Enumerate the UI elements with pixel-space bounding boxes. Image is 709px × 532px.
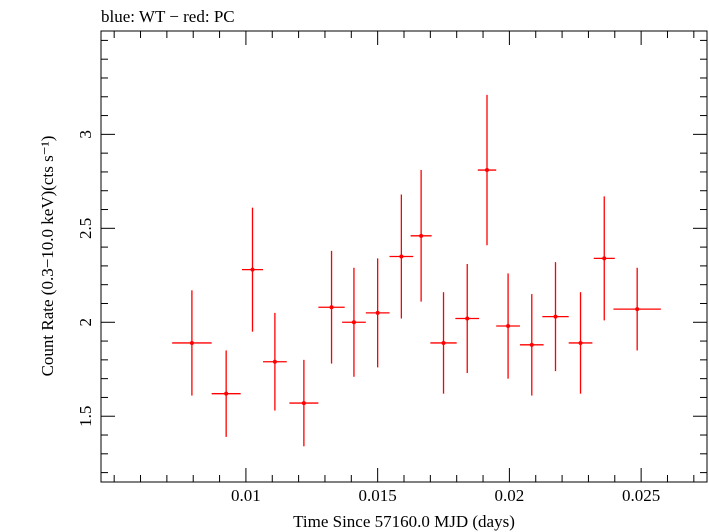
data-point <box>263 312 287 411</box>
data-marker <box>272 359 277 364</box>
data-marker <box>399 254 404 259</box>
data-marker <box>578 340 583 345</box>
data-marker <box>250 267 255 272</box>
data-point <box>568 292 593 394</box>
data-point <box>496 273 520 379</box>
data-point <box>542 262 569 372</box>
data-point <box>613 267 661 351</box>
data-marker <box>553 314 558 319</box>
data-point <box>289 359 319 447</box>
data-point <box>389 194 414 319</box>
x-axis-label: Time Since 57160.0 MJD (days) <box>293 512 515 531</box>
chart-title: blue: WT − red: PC <box>101 7 235 26</box>
data-marker <box>301 401 306 406</box>
data-point <box>318 250 345 364</box>
data-point <box>519 294 544 396</box>
data-marker <box>635 307 640 312</box>
axis-tick-labels: 0.01 0.015 0.02 0.025 1.5 2 2.5 3 <box>76 130 660 505</box>
data-point <box>342 267 366 377</box>
data-point <box>365 258 390 368</box>
data-marker <box>329 305 334 310</box>
y-tick-label: 2 <box>76 318 95 327</box>
data-marker <box>506 324 511 329</box>
data-marker <box>189 340 194 345</box>
y-axis-label: Count Rate (0.3−10.0 keV)(cts s⁻¹) <box>38 136 57 377</box>
data-marker <box>375 310 380 315</box>
data-marker <box>224 391 229 396</box>
data-point <box>241 207 264 332</box>
data-point <box>410 170 432 302</box>
axis-ticks <box>101 31 707 482</box>
x-tick-label: 0.025 <box>622 486 660 505</box>
data-marker <box>441 340 446 345</box>
x-tick-label: 0.02 <box>495 486 525 505</box>
data-series-pc <box>172 94 661 447</box>
data-point <box>172 290 212 396</box>
x-tick-label: 0.01 <box>231 486 261 505</box>
data-point <box>211 350 241 437</box>
x-tick-label: 0.015 <box>359 486 397 505</box>
data-marker <box>484 168 489 173</box>
data-marker <box>419 233 424 238</box>
data-marker <box>529 342 534 347</box>
data-point <box>477 94 497 246</box>
y-tick-label: 1.5 <box>76 406 95 427</box>
data-marker <box>602 256 607 261</box>
y-tick-label: 3 <box>76 130 95 139</box>
data-point <box>593 196 615 321</box>
data-point <box>430 292 457 394</box>
data-point <box>455 264 480 374</box>
y-tick-label: 2.5 <box>76 218 95 239</box>
data-marker <box>465 316 470 321</box>
data-marker <box>351 320 356 325</box>
